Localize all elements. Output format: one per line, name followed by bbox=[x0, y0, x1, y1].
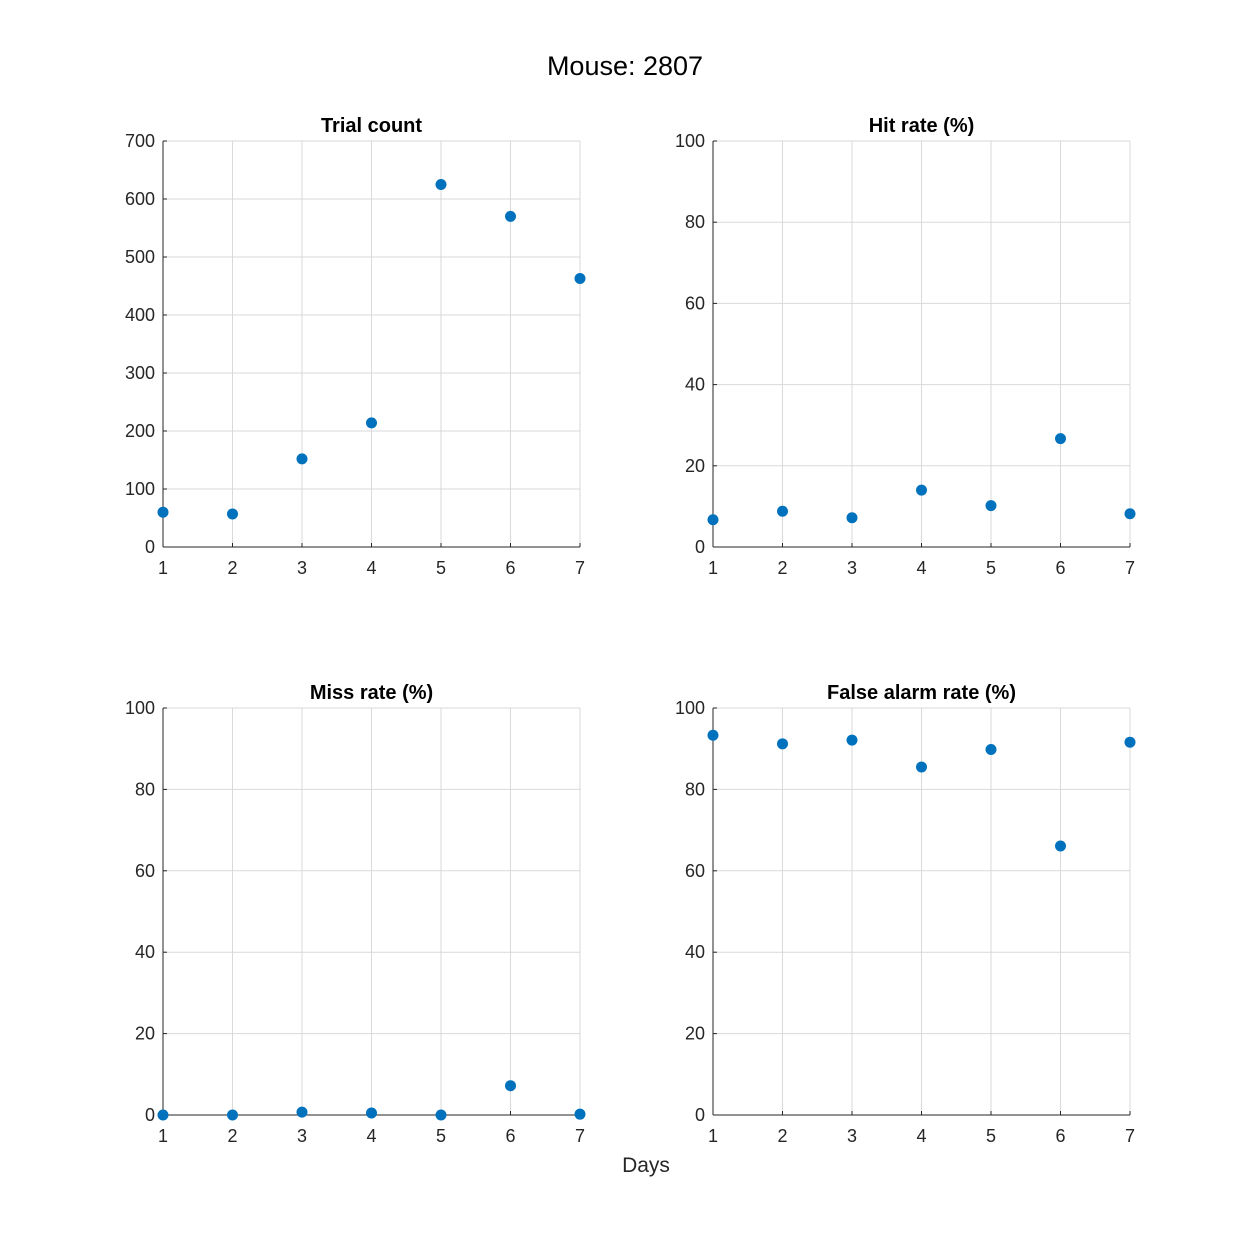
y-tick-label: 60 bbox=[135, 861, 155, 881]
panel-title: Hit rate (%) bbox=[869, 115, 975, 137]
x-tick-label: 1 bbox=[708, 558, 718, 578]
panel-false-alarm-rate: 1 2 3 4 5 6 7 0 20 40 60 80 100 False alarm rate (%) bbox=[675, 682, 1136, 1146]
x-tick-label: 4 bbox=[916, 558, 926, 578]
x-axis-label: Days bbox=[622, 1154, 670, 1177]
data-point bbox=[1055, 433, 1066, 445]
x-tick-label: 6 bbox=[505, 558, 515, 578]
x-tick-label: 3 bbox=[847, 558, 857, 578]
y-tick-label: 0 bbox=[695, 537, 705, 557]
y-tick-label: 20 bbox=[135, 1024, 155, 1044]
y-tick-label: 0 bbox=[695, 1105, 705, 1125]
data-point bbox=[227, 508, 238, 520]
y-tick-label: 200 bbox=[125, 421, 155, 441]
panel-hit-rate: 1 2 3 4 5 6 7 0 20 40 60 80 100 Hit rate (%) bbox=[675, 115, 1136, 578]
data-point bbox=[846, 734, 858, 746]
data-point bbox=[574, 1108, 586, 1120]
x-tick-label: 5 bbox=[436, 1126, 446, 1146]
data-point bbox=[916, 484, 927, 496]
x-tick-label: 1 bbox=[708, 1126, 718, 1146]
data-point bbox=[985, 744, 997, 756]
panel-title: Trial count bbox=[321, 115, 422, 137]
x-tick-label: 4 bbox=[916, 1126, 926, 1146]
y-tick-label: 0 bbox=[145, 1105, 155, 1125]
y-tick-label: 40 bbox=[685, 375, 705, 395]
data-point bbox=[1124, 508, 1136, 520]
x-tick-label: 7 bbox=[575, 1126, 585, 1146]
data-point bbox=[574, 272, 586, 284]
x-tick-label: 6 bbox=[1055, 1126, 1065, 1146]
y-tick-label: 300 bbox=[125, 363, 155, 383]
data-point bbox=[985, 500, 997, 512]
x-tick-label: 1 bbox=[158, 1126, 168, 1146]
data-point bbox=[157, 1109, 169, 1121]
y-tick-label: 100 bbox=[125, 479, 155, 499]
y-tick-label: 40 bbox=[685, 942, 705, 962]
data-point bbox=[916, 761, 927, 773]
y-tick-label: 600 bbox=[125, 189, 155, 209]
x-tick-label: 1 bbox=[158, 558, 168, 578]
y-tick-label: 100 bbox=[675, 131, 705, 151]
x-tick-label: 2 bbox=[227, 558, 237, 578]
panel-title: False alarm rate (%) bbox=[827, 682, 1016, 704]
x-tick-label: 3 bbox=[847, 1126, 857, 1146]
data-point bbox=[707, 729, 719, 741]
y-tick-label: 80 bbox=[685, 779, 705, 799]
y-tick-label: 80 bbox=[135, 779, 155, 799]
x-tick-label: 7 bbox=[1125, 1126, 1135, 1146]
panel-trial-count: 1 2 3 4 5 6 7 0 100 200 300 400 500 600 700 Trial count bbox=[125, 115, 586, 578]
x-tick-label: 2 bbox=[777, 1126, 787, 1146]
y-tick-label: 60 bbox=[685, 861, 705, 881]
data-point bbox=[227, 1109, 238, 1121]
y-tick-label: 500 bbox=[125, 247, 155, 267]
data-point bbox=[846, 512, 858, 524]
y-tick-label: 100 bbox=[675, 698, 705, 718]
panel-miss-rate: 1 2 3 4 5 6 7 0 20 40 60 80 100 Miss rate (%) bbox=[125, 682, 586, 1146]
data-point bbox=[157, 506, 169, 518]
data-point bbox=[1055, 840, 1066, 852]
x-tick-label: 3 bbox=[297, 1126, 307, 1146]
data-point bbox=[707, 514, 719, 526]
y-tick-label: 20 bbox=[685, 456, 705, 476]
data-point bbox=[505, 210, 516, 222]
x-tick-label: 7 bbox=[1125, 558, 1135, 578]
data-point bbox=[296, 1106, 308, 1118]
y-tick-label: 700 bbox=[125, 131, 155, 151]
x-tick-label: 3 bbox=[297, 558, 307, 578]
y-tick-label: 80 bbox=[685, 212, 705, 232]
data-point bbox=[505, 1080, 516, 1092]
data-point bbox=[777, 505, 788, 517]
data-point bbox=[777, 738, 788, 750]
y-tick-label: 40 bbox=[135, 942, 155, 962]
x-tick-label: 6 bbox=[1055, 558, 1065, 578]
x-tick-label: 2 bbox=[227, 1126, 237, 1146]
y-tick-label: 0 bbox=[145, 537, 155, 557]
data-point bbox=[435, 179, 447, 190]
data-point bbox=[296, 453, 308, 465]
x-tick-label: 5 bbox=[986, 1126, 996, 1146]
x-tick-label: 5 bbox=[986, 558, 996, 578]
x-tick-label: 5 bbox=[436, 558, 446, 578]
x-tick-label: 4 bbox=[366, 1126, 376, 1146]
data-point bbox=[366, 417, 377, 429]
x-tick-label: 6 bbox=[505, 1126, 515, 1146]
data-point bbox=[1124, 736, 1136, 748]
y-tick-label: 400 bbox=[125, 305, 155, 325]
panel-title: Miss rate (%) bbox=[310, 682, 433, 704]
figure-title: Mouse: 2807 bbox=[547, 51, 703, 81]
y-tick-label: 20 bbox=[685, 1024, 705, 1044]
y-tick-label: 100 bbox=[125, 698, 155, 718]
y-tick-label: 60 bbox=[685, 293, 705, 313]
x-tick-label: 2 bbox=[777, 558, 787, 578]
x-tick-label: 7 bbox=[575, 558, 585, 578]
data-point bbox=[435, 1109, 447, 1121]
x-tick-label: 4 bbox=[366, 558, 376, 578]
data-point bbox=[366, 1107, 377, 1119]
